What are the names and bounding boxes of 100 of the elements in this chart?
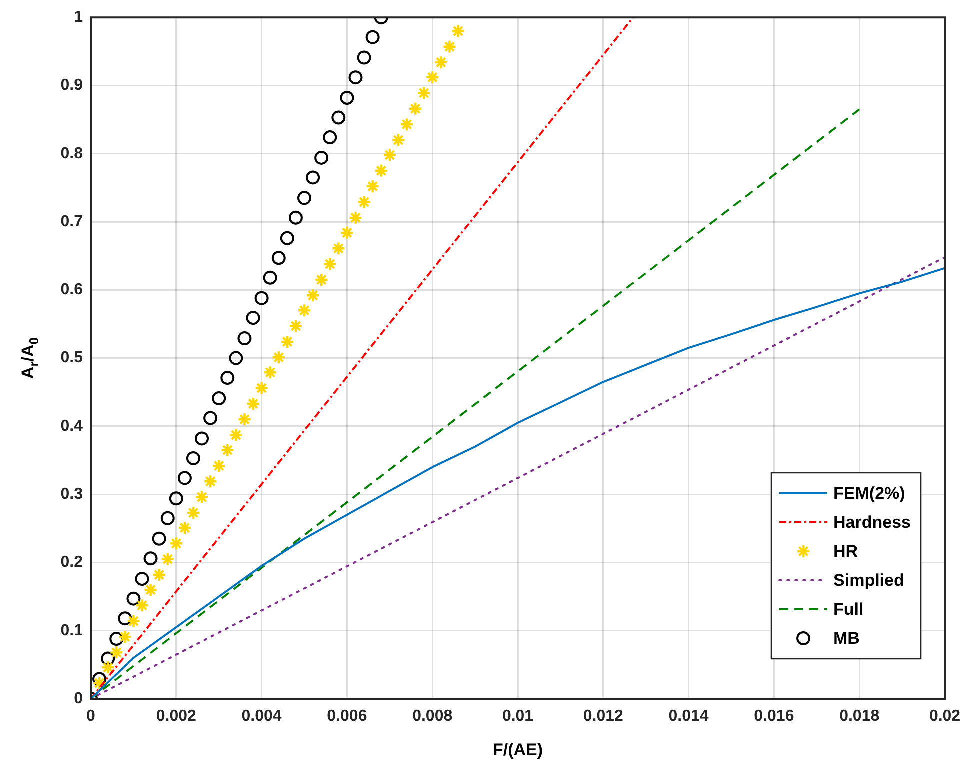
y-tick-label: 0.9: [60, 77, 84, 94]
x-tick-label: 0.016: [754, 708, 794, 726]
y-tick-label: 0.7: [60, 213, 84, 230]
point: [178, 471, 192, 486]
point: [220, 371, 235, 386]
point: [280, 334, 295, 350]
point: [229, 351, 244, 366]
x-tick-label: 0: [86, 708, 96, 726]
point: [100, 660, 116, 675]
point: [194, 490, 210, 504]
point: [357, 50, 372, 65]
legend-label: FEM(2%): [834, 484, 906, 504]
point: [306, 288, 320, 303]
y-tick-label: 0.2: [60, 554, 84, 572]
point: [152, 568, 166, 582]
point: [272, 350, 286, 365]
y-tick-label: 1: [74, 9, 84, 26]
point: [169, 492, 184, 506]
point: [144, 582, 158, 598]
point: [263, 270, 278, 285]
point: [340, 226, 354, 240]
point: [323, 257, 338, 272]
point: [297, 304, 312, 318]
point: [212, 458, 226, 474]
legend-label: Simplied: [834, 571, 904, 590]
point: [246, 311, 260, 326]
y-tick-label: 0.5: [60, 350, 84, 367]
point: [426, 70, 440, 85]
point: [357, 195, 372, 210]
point: [298, 191, 312, 206]
point: [382, 148, 397, 162]
point: [186, 451, 200, 466]
point: [323, 130, 338, 145]
point: [178, 520, 192, 536]
x-tick-label: 0.008: [412, 708, 453, 726]
point: [212, 392, 226, 406]
point: [254, 291, 269, 306]
point: [203, 474, 218, 489]
point: [408, 102, 423, 116]
y-axis-title: Ar/A0: [18, 338, 42, 380]
point: [220, 443, 235, 458]
point: [186, 506, 201, 520]
point: [110, 632, 124, 646]
x-tick-label: 0.01: [502, 708, 534, 726]
x-axis-title: F/(AE): [492, 740, 544, 760]
point: [442, 40, 457, 54]
x-tick-label: 0.018: [840, 708, 880, 726]
point: [92, 676, 107, 690]
legend-label: HR: [834, 542, 858, 562]
point: [92, 672, 107, 686]
point: [288, 210, 303, 225]
y-tick-label: 0.4: [60, 418, 84, 435]
point: [366, 30, 380, 44]
point: [288, 319, 304, 334]
y-tick-label: 0.6: [60, 282, 84, 299]
point: [272, 251, 286, 266]
point: [169, 536, 184, 551]
y-tick-label: 0.1: [60, 622, 84, 640]
point: [434, 55, 448, 70]
point: [254, 381, 269, 396]
x-tick-label: 0.006: [327, 708, 368, 726]
point: [160, 552, 175, 566]
point: [118, 630, 132, 644]
point: [348, 70, 363, 85]
point: [366, 179, 380, 194]
x-tick-label: 0.002: [156, 708, 197, 726]
point: [400, 117, 414, 132]
x-tick-label: 0.014: [668, 708, 709, 726]
point: [144, 552, 158, 566]
point: [238, 412, 252, 427]
legend-label: MB: [834, 629, 860, 648]
point: [314, 150, 329, 165]
y-tick-label: 0: [74, 690, 84, 708]
y-tick-label: 0.3: [60, 486, 84, 503]
point: [332, 241, 346, 256]
point: [451, 24, 466, 38]
x-tick-label: 0.012: [583, 708, 624, 726]
point: [118, 612, 132, 626]
point: [110, 646, 124, 660]
legend-label: Full: [834, 600, 864, 620]
y-tick-label: 0.8: [60, 145, 84, 162]
x-tick-label: 0.02: [929, 708, 961, 726]
point: [374, 164, 388, 178]
point: [306, 170, 320, 185]
point: [126, 614, 141, 628]
point: [348, 210, 363, 226]
point: [204, 411, 218, 426]
point: [246, 396, 260, 412]
point: [340, 91, 354, 106]
point: [332, 110, 346, 125]
point: [391, 133, 406, 148]
point: [263, 366, 278, 380]
point: [101, 652, 116, 666]
point: [238, 332, 252, 346]
point: [135, 572, 150, 586]
point: [126, 592, 141, 606]
point: [280, 231, 294, 246]
point: [314, 272, 329, 288]
point: [135, 598, 150, 613]
legend-label: Hardness: [834, 513, 912, 532]
